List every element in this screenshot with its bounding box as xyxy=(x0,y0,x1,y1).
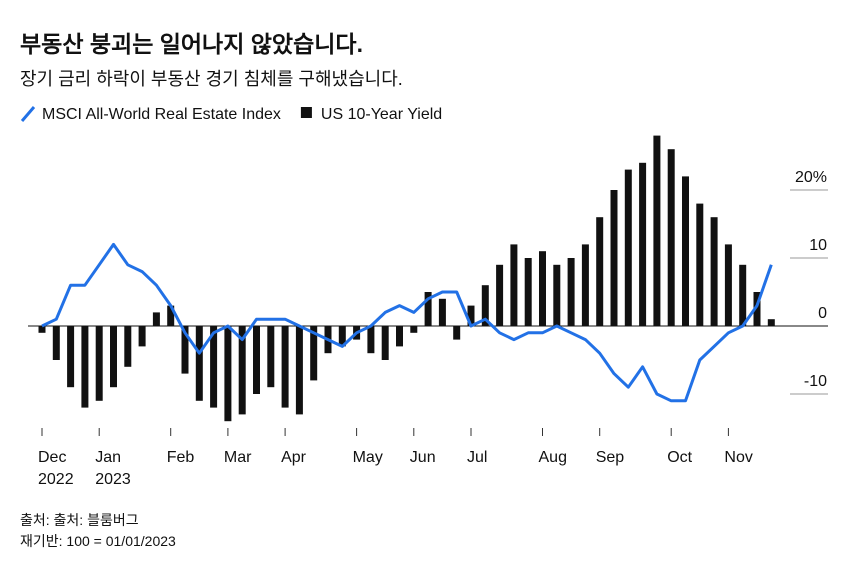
bar xyxy=(167,305,175,326)
x-tick-label: Mar xyxy=(224,449,252,466)
bar xyxy=(567,258,575,326)
x-tick-label: Jun xyxy=(410,449,436,466)
bar xyxy=(95,326,103,401)
base-note: 재기반: 100 = 01/01/2023 xyxy=(20,533,176,549)
legend-label: MSCI All-World Real Estate Index xyxy=(42,106,281,123)
x-tick-label: Dec 2022 xyxy=(38,449,74,488)
bar xyxy=(767,319,775,326)
bar xyxy=(281,326,289,408)
bar xyxy=(496,264,504,326)
legend-swatch xyxy=(20,106,36,122)
bar xyxy=(696,203,704,326)
x-tick-label: Jul xyxy=(467,449,487,466)
y-tick-label: 0 xyxy=(818,305,827,322)
x-tick-label: Aug xyxy=(539,449,567,466)
y-tick-label: 20% xyxy=(795,169,827,186)
bar xyxy=(253,326,260,394)
bar xyxy=(238,326,246,415)
x-tick-label: Feb xyxy=(167,449,195,466)
bar xyxy=(381,326,389,360)
bar xyxy=(224,326,232,422)
x-tick-label: Jan 2023 xyxy=(95,449,131,488)
bar xyxy=(396,326,403,347)
x-tick-label: Oct xyxy=(667,449,692,466)
x-tick-label: Apr xyxy=(281,449,307,466)
chart-title: 부동산 붕괴는 일어나지 않았습니다. xyxy=(20,31,363,57)
bar xyxy=(510,244,518,326)
bar xyxy=(467,305,475,326)
bar xyxy=(81,326,89,408)
bar xyxy=(138,326,146,347)
x-tick-label: Nov xyxy=(724,449,752,466)
bar xyxy=(610,190,618,326)
line xyxy=(41,242,773,403)
legend-swatch xyxy=(300,107,312,118)
bar xyxy=(667,149,675,326)
bar xyxy=(295,326,303,415)
bar xyxy=(410,326,418,333)
bar xyxy=(753,292,761,326)
bar xyxy=(682,176,689,326)
bar xyxy=(581,244,589,326)
bar xyxy=(710,217,718,326)
x-tick-label: Sep xyxy=(596,449,625,466)
bar xyxy=(639,162,647,326)
bar xyxy=(110,326,117,388)
bar xyxy=(38,326,46,333)
bar xyxy=(367,326,375,354)
bar xyxy=(481,285,489,326)
bar xyxy=(152,312,160,326)
bar xyxy=(210,326,218,408)
bar xyxy=(453,326,461,340)
bar xyxy=(52,326,60,360)
bar xyxy=(624,169,632,326)
bar xyxy=(67,326,75,388)
chart-subtitle: 장기 금리 하락이 부동산 경기 침체를 구해냈습니다. xyxy=(20,69,403,89)
bar xyxy=(653,135,661,326)
x-tick-label: May xyxy=(353,449,383,466)
source-note: 출처: 출처: 블룸버그 xyxy=(20,512,139,528)
bar xyxy=(553,264,561,326)
bar xyxy=(724,244,732,326)
y-tick-label: 10 xyxy=(809,237,827,254)
bar xyxy=(539,251,546,326)
bar xyxy=(438,298,446,326)
bar xyxy=(739,264,747,326)
bar xyxy=(195,326,203,401)
bar xyxy=(338,326,346,347)
bar xyxy=(124,326,132,367)
bar xyxy=(267,326,275,388)
bar xyxy=(424,292,432,326)
y-tick-label: -10 xyxy=(804,373,827,390)
bar xyxy=(310,326,318,381)
bar xyxy=(596,217,604,326)
bar xyxy=(181,326,189,374)
bar xyxy=(524,258,532,326)
legend-label: US 10-Year Yield xyxy=(321,106,442,123)
